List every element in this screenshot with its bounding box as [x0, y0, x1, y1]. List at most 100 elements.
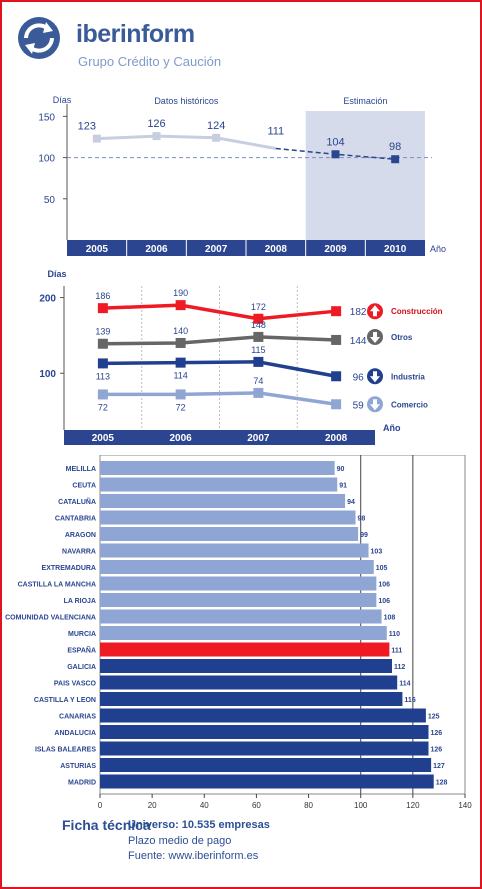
legend-label: Comercio [391, 400, 428, 409]
bar [100, 510, 356, 525]
x-tick-label: 2008 [265, 244, 288, 255]
bar [100, 543, 369, 558]
series-marker-1 [331, 334, 342, 345]
category-label: NAVARRA [62, 549, 96, 556]
trend-arrow-icon [370, 371, 380, 383]
data-label: 124 [207, 120, 225, 132]
value-label: 106 [378, 582, 390, 589]
y-tick-label: 100 [38, 154, 55, 165]
series-line-1 [102, 335, 337, 346]
brand-tagline: Grupo Crédito y Caución [78, 54, 222, 69]
data-label: 104 [326, 136, 344, 148]
value-label: 126 [431, 747, 443, 754]
marker-historic [212, 133, 221, 142]
x-tick-label: 80 [304, 801, 313, 810]
data-label: 114 [173, 371, 187, 381]
bar [100, 560, 374, 574]
marker-estimation [391, 155, 400, 164]
legend-label: Otros [391, 333, 413, 342]
category-label: CEUTA [72, 483, 96, 490]
section-label-estimation: Estimación [343, 96, 387, 106]
data-label: 148 [251, 320, 266, 330]
data-label: 140 [173, 326, 188, 336]
data-label: 113 [96, 371, 110, 381]
x-tick-label: 2010 [384, 244, 407, 255]
legend-label: Construcción [391, 307, 443, 316]
series-marker-3 [253, 387, 264, 398]
x-axis-title: Año [430, 244, 446, 254]
category-label: CATALUÑA [58, 497, 96, 506]
series-marker-2 [253, 356, 264, 367]
value-label: 125 [428, 714, 440, 721]
bar [100, 494, 346, 508]
series-marker-1 [97, 338, 108, 349]
x-tick-label: 2006 [145, 244, 168, 255]
value-label: 108 [384, 615, 396, 622]
category-label: LA RIOJA [64, 598, 96, 605]
category-label: ANDALUCIA [54, 730, 96, 737]
bar [100, 659, 392, 673]
category-label: COMUNIDAD VALENCIANA [5, 615, 96, 622]
x-tick-label: 140 [458, 801, 472, 810]
bar [100, 609, 382, 624]
series-marker-3 [97, 389, 108, 400]
bar [100, 576, 377, 591]
series-marker-0 [97, 303, 108, 314]
x-tick-label: 2006 [170, 433, 193, 444]
data-label: 144 [350, 336, 367, 347]
series-marker-2 [97, 358, 108, 369]
series-marker-3 [331, 399, 342, 410]
x-tick-label: 2008 [325, 433, 348, 444]
marker-historic [152, 132, 161, 141]
trend-arrow-icon [370, 331, 380, 343]
x-tick-label: 20 [148, 801, 157, 810]
brand-name-bold: iber [76, 20, 120, 48]
value-label: 105 [376, 565, 388, 572]
value-label: 126 [431, 730, 443, 737]
category-label: MELILLA [66, 466, 96, 473]
iberinform-logo-icon [18, 17, 60, 59]
x-tick-label: 40 [200, 801, 209, 810]
bar [100, 461, 335, 475]
bar [100, 758, 432, 772]
value-label: 112 [394, 664, 405, 671]
x-tick-label: 120 [406, 801, 420, 810]
data-label: 126 [147, 118, 165, 130]
marker-estimation [331, 150, 340, 159]
x-tick-label: 60 [252, 801, 261, 810]
bar [100, 725, 429, 739]
x-tick-label: 2007 [205, 244, 228, 255]
value-label: 98 [358, 516, 366, 523]
y-axis-title: Días [53, 95, 72, 105]
series-marker-2 [175, 357, 186, 368]
category-label: CASTILLA LA MANCHA [18, 582, 96, 589]
trend-arrow-icon [370, 305, 380, 317]
category-label: MADRID [68, 780, 96, 787]
series-marker-3 [175, 389, 186, 400]
value-label: 106 [378, 598, 390, 605]
data-label: 123 [78, 121, 96, 133]
bar [100, 692, 403, 706]
value-label: 128 [436, 780, 448, 787]
series-marker-1 [175, 337, 186, 348]
data-label: 172 [251, 302, 266, 312]
value-label: 91 [339, 483, 347, 490]
chart-sectors: Días 100 200 2005 2006 2007 2008 Año 186 190 172 18… [39, 269, 443, 445]
x-tick-label: 100 [354, 801, 368, 810]
value-label: 110 [389, 631, 400, 638]
chart-regions: MELILLA 90 CEUTA 91 CATALUÑA 94 CANTABRIA 98 ARA… [5, 455, 472, 810]
series-marker-0 [331, 306, 342, 317]
value-label: 99 [360, 532, 368, 539]
value-label: 114 [399, 681, 410, 688]
y-tick-label: 150 [38, 112, 55, 123]
data-label: 72 [98, 402, 108, 412]
data-label: 74 [253, 376, 263, 386]
bar [100, 708, 426, 723]
category-label: PAIS VASCO [54, 681, 97, 688]
y-axis-title: Días [47, 269, 66, 279]
value-label: 103 [371, 549, 383, 556]
value-label: 116 [404, 697, 415, 704]
legend-label: Industria [391, 372, 425, 381]
value-label: 127 [433, 763, 445, 770]
